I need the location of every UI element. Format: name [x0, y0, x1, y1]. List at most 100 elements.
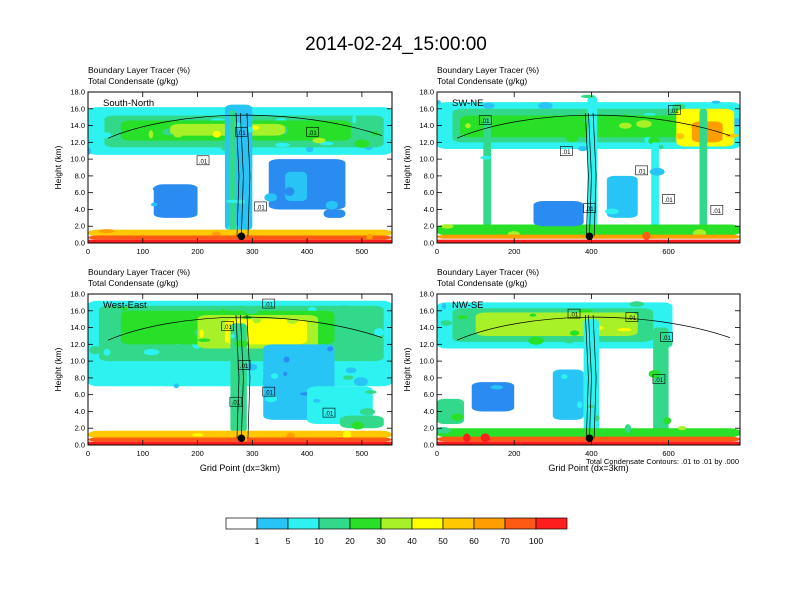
x-tick-label: 200 [508, 449, 521, 458]
contour-line [235, 112, 240, 237]
tracer-cell [594, 415, 600, 422]
contour-label: .01 [710, 204, 724, 215]
y-tick-label: 18.0 [70, 88, 85, 97]
y-tick-label: 16.0 [70, 104, 85, 113]
tracer-cell [618, 122, 632, 129]
x-tick-label: 100 [137, 449, 150, 458]
y-axis: 0.0 2.0 4.0 6.0 8.0 10.0 12.0 14.0 16.0 18.0 [419, 290, 740, 450]
y-tick-label: 6.0 [75, 390, 85, 399]
tracer-cell [345, 367, 357, 374]
y-tick-label: 8.0 [75, 373, 85, 382]
colorbar-box [473, 517, 506, 530]
tracer-cell [528, 336, 544, 345]
x-tick-label: 0 [435, 247, 439, 256]
panel-label: West-East [103, 300, 147, 311]
tracer-cell [247, 126, 253, 133]
tracer-cell [642, 231, 651, 240]
contour-line [456, 316, 731, 341]
x-axis-label: Grid Point (dx=3km) [200, 463, 280, 473]
tracer-cell [264, 395, 278, 403]
tracer-cell [284, 187, 295, 196]
y-tick-label: 10.0 [70, 357, 85, 366]
y-tick-label: 0.0 [424, 441, 434, 450]
x-tick-label: 300 [246, 449, 259, 458]
tracer-region [651, 142, 659, 235]
tracer-cell [212, 130, 221, 138]
y-tick-label: 0.0 [75, 441, 85, 450]
contour-label: .01 [478, 115, 492, 125]
contour-line [240, 112, 244, 237]
contour-label-text: .01 [662, 336, 671, 342]
x-axis: 0 100 200 300 400 500 [86, 294, 368, 458]
tracer-cell [88, 147, 92, 155]
tracer-cell [677, 426, 687, 431]
contour-label-text: .01 [655, 378, 664, 384]
colorbar-label: 100 [529, 536, 543, 546]
colorbar-box [535, 517, 568, 530]
panel-west-east: .01 .01 .01 .01 .01 .01 0.0 2.0 4.0 6.0 8.0 10.0 12.… [53, 267, 393, 473]
contour-line [588, 112, 592, 237]
colorbar-box [442, 517, 475, 530]
contour-label-text: .01 [664, 198, 673, 204]
tracer-cell [192, 433, 204, 437]
tracer-field: .01 .01 .01 .01 .01 .01 [88, 298, 392, 445]
colorbar-label: 5 [286, 536, 291, 546]
site-marker [237, 434, 246, 443]
tracer-cell [103, 348, 111, 356]
tracer-cell [343, 430, 352, 440]
panel-field-line-1: Boundary Layer Tracer (%) [88, 65, 190, 75]
contour-label: .01 [196, 155, 210, 165]
tracer-cell [648, 370, 661, 378]
colorbar-box [380, 517, 413, 530]
tracer-cell [480, 155, 492, 160]
tracer-cell [649, 167, 665, 176]
tracer-cell [359, 408, 376, 416]
panel-field-line-2: Total Condensate (g/kg) [437, 278, 527, 288]
x-tick-label: 600 [662, 247, 675, 256]
y-tick-label: 14.0 [419, 121, 434, 130]
contour-label: .01 [652, 374, 666, 384]
tracer-cell [365, 390, 377, 394]
plot-frame [87, 91, 393, 244]
tracer-cell [373, 328, 385, 337]
colorbar-label: 50 [438, 536, 448, 546]
tracer-cell [457, 315, 468, 320]
colorbar-label: 30 [376, 536, 386, 546]
contour-label-text: .01 [237, 131, 246, 137]
contour-line [107, 316, 383, 341]
contour-label-text: .01 [308, 131, 317, 137]
tracer-cell [480, 433, 490, 443]
contour-label-text: .01 [570, 313, 579, 319]
contour-label: .01 [635, 165, 648, 175]
y-tick-label: 12.0 [419, 138, 434, 147]
contour-line [107, 114, 383, 139]
tracer-cell [343, 375, 354, 380]
tracer-cell [245, 307, 259, 315]
y-tick-label: 6.0 [424, 188, 434, 197]
contour-label: .01 [583, 203, 596, 213]
contour-label-text: .01 [325, 412, 334, 418]
colorbar-box [504, 517, 537, 530]
y-tick-label: 16.0 [419, 104, 434, 113]
contour-label-text: .01 [265, 303, 274, 309]
contour-label: .01 [221, 321, 234, 331]
panel-label: South-North [103, 98, 154, 109]
y-tick-label: 12.0 [70, 340, 85, 349]
tracer-cell [451, 413, 464, 421]
y-tick-label: 8.0 [424, 171, 434, 180]
contour-label: .01 [668, 105, 681, 115]
tracer-cell [243, 363, 258, 371]
contour-label-text: .01 [256, 205, 265, 211]
contour-label-text: .01 [481, 119, 490, 125]
contour-label: .01 [237, 360, 251, 370]
tracer-cell [89, 346, 101, 355]
tracer-cell [252, 315, 262, 324]
condensate-contours [456, 112, 731, 237]
y-tick-label: 0.0 [75, 239, 85, 248]
y-tick-label: 0.0 [424, 239, 434, 248]
x-axis-label: Grid Point (dx=3km) [548, 463, 628, 473]
plot-frame [87, 293, 393, 446]
surface-layer [88, 239, 392, 243]
contour-label: .01 [262, 298, 276, 309]
